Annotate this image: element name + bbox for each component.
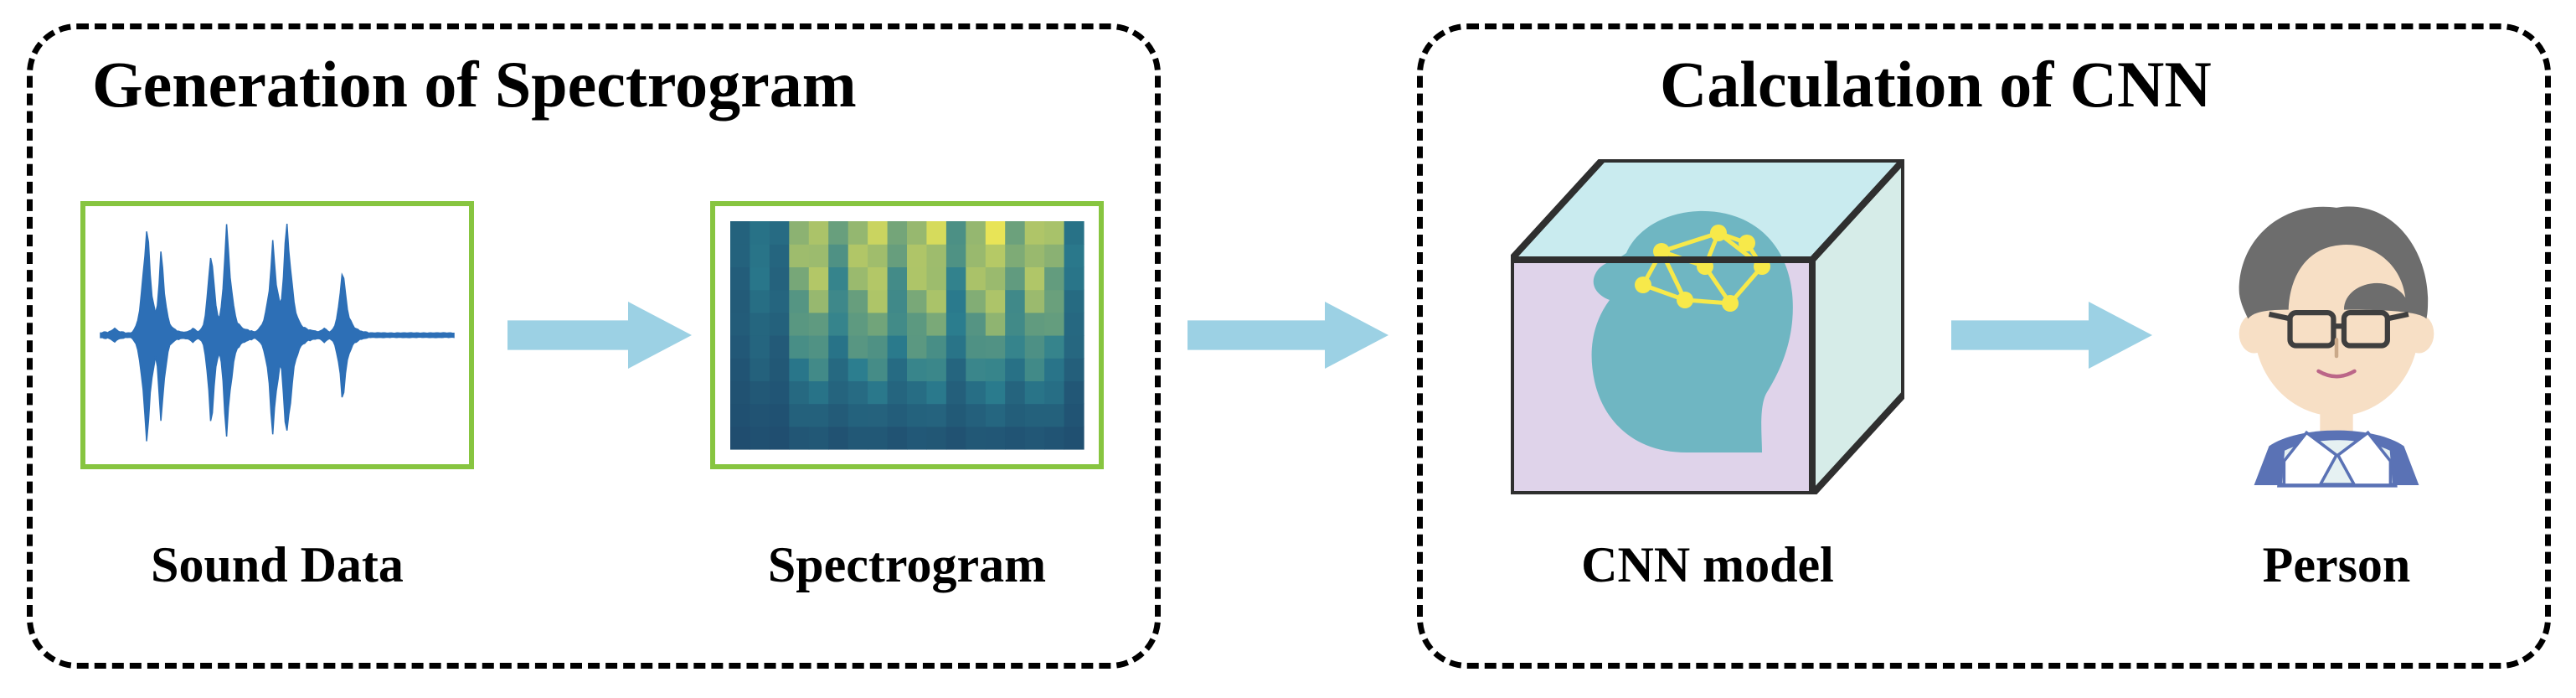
arrow-sound-to-spectrogram [507, 302, 692, 369]
caption-sound-data: Sound Data [80, 536, 474, 594]
arrow-spectrogram-to-cnn [1188, 302, 1388, 369]
sound-data-frame [80, 201, 474, 469]
person-icon [2194, 176, 2479, 494]
diagram-canvas: Generation of Spectrogram Calculation of… [0, 0, 2576, 698]
title-generation: Generation of Spectrogram [92, 47, 857, 122]
waveform-icon [85, 206, 469, 464]
spectrogram-icon [715, 206, 1099, 464]
spectrogram-frame [710, 201, 1104, 469]
cnn-model-icon [1511, 159, 1904, 494]
caption-cnn-model: CNN model [1511, 536, 1904, 594]
caption-person: Person [2194, 536, 2479, 594]
title-calculation: Calculation of CNN [1660, 47, 2212, 122]
caption-spectrogram: Spectrogram [710, 536, 1104, 594]
arrow-cnn-to-person [1951, 302, 2152, 369]
